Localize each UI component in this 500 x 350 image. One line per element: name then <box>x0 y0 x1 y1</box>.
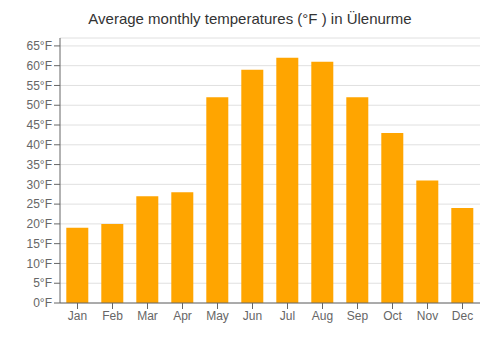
svg-text:60°F: 60°F <box>27 59 52 73</box>
html-text:Average monthly temperatures (: Average monthly temperatures (°F ) in Ül… <box>88 10 412 27</box>
svg-text:Jan: Jan <box>68 309 87 323</box>
svg-text:35°F: 35°F <box>27 158 52 172</box>
svg-text:15°F: 15°F <box>27 237 52 251</box>
svg-text:30°F: 30°F <box>27 178 52 192</box>
svg-text:65°F: 65°F <box>27 39 52 53</box>
svg-text:Dec: Dec <box>452 309 473 323</box>
svg-text:Jul: Jul <box>280 309 295 323</box>
svg-text:May: May <box>206 309 229 323</box>
svg-text:0°F: 0°F <box>33 296 52 310</box>
svg-text:50°F: 50°F <box>27 98 52 112</box>
svg-text:25°F: 25°F <box>27 197 52 211</box>
svg-text:Feb: Feb <box>102 309 123 323</box>
svg-text:5°F: 5°F <box>33 276 52 290</box>
svg-text:10°F: 10°F <box>27 257 52 271</box>
svg-text:Oct: Oct <box>383 309 402 323</box>
svg-text:Sep: Sep <box>347 309 369 323</box>
svg-text:Mar: Mar <box>137 309 158 323</box>
svg-text:Nov: Nov <box>417 309 438 323</box>
svg-text:45°F: 45°F <box>27 118 52 132</box>
svg-text:40°F: 40°F <box>27 138 52 152</box>
svg-text:Aug: Aug <box>312 309 333 323</box>
svg-text:55°F: 55°F <box>27 79 52 93</box>
svg-text:20°F: 20°F <box>27 217 52 231</box>
svg-text:Jun: Jun <box>243 309 262 323</box>
svg-text:Apr: Apr <box>173 309 192 323</box>
